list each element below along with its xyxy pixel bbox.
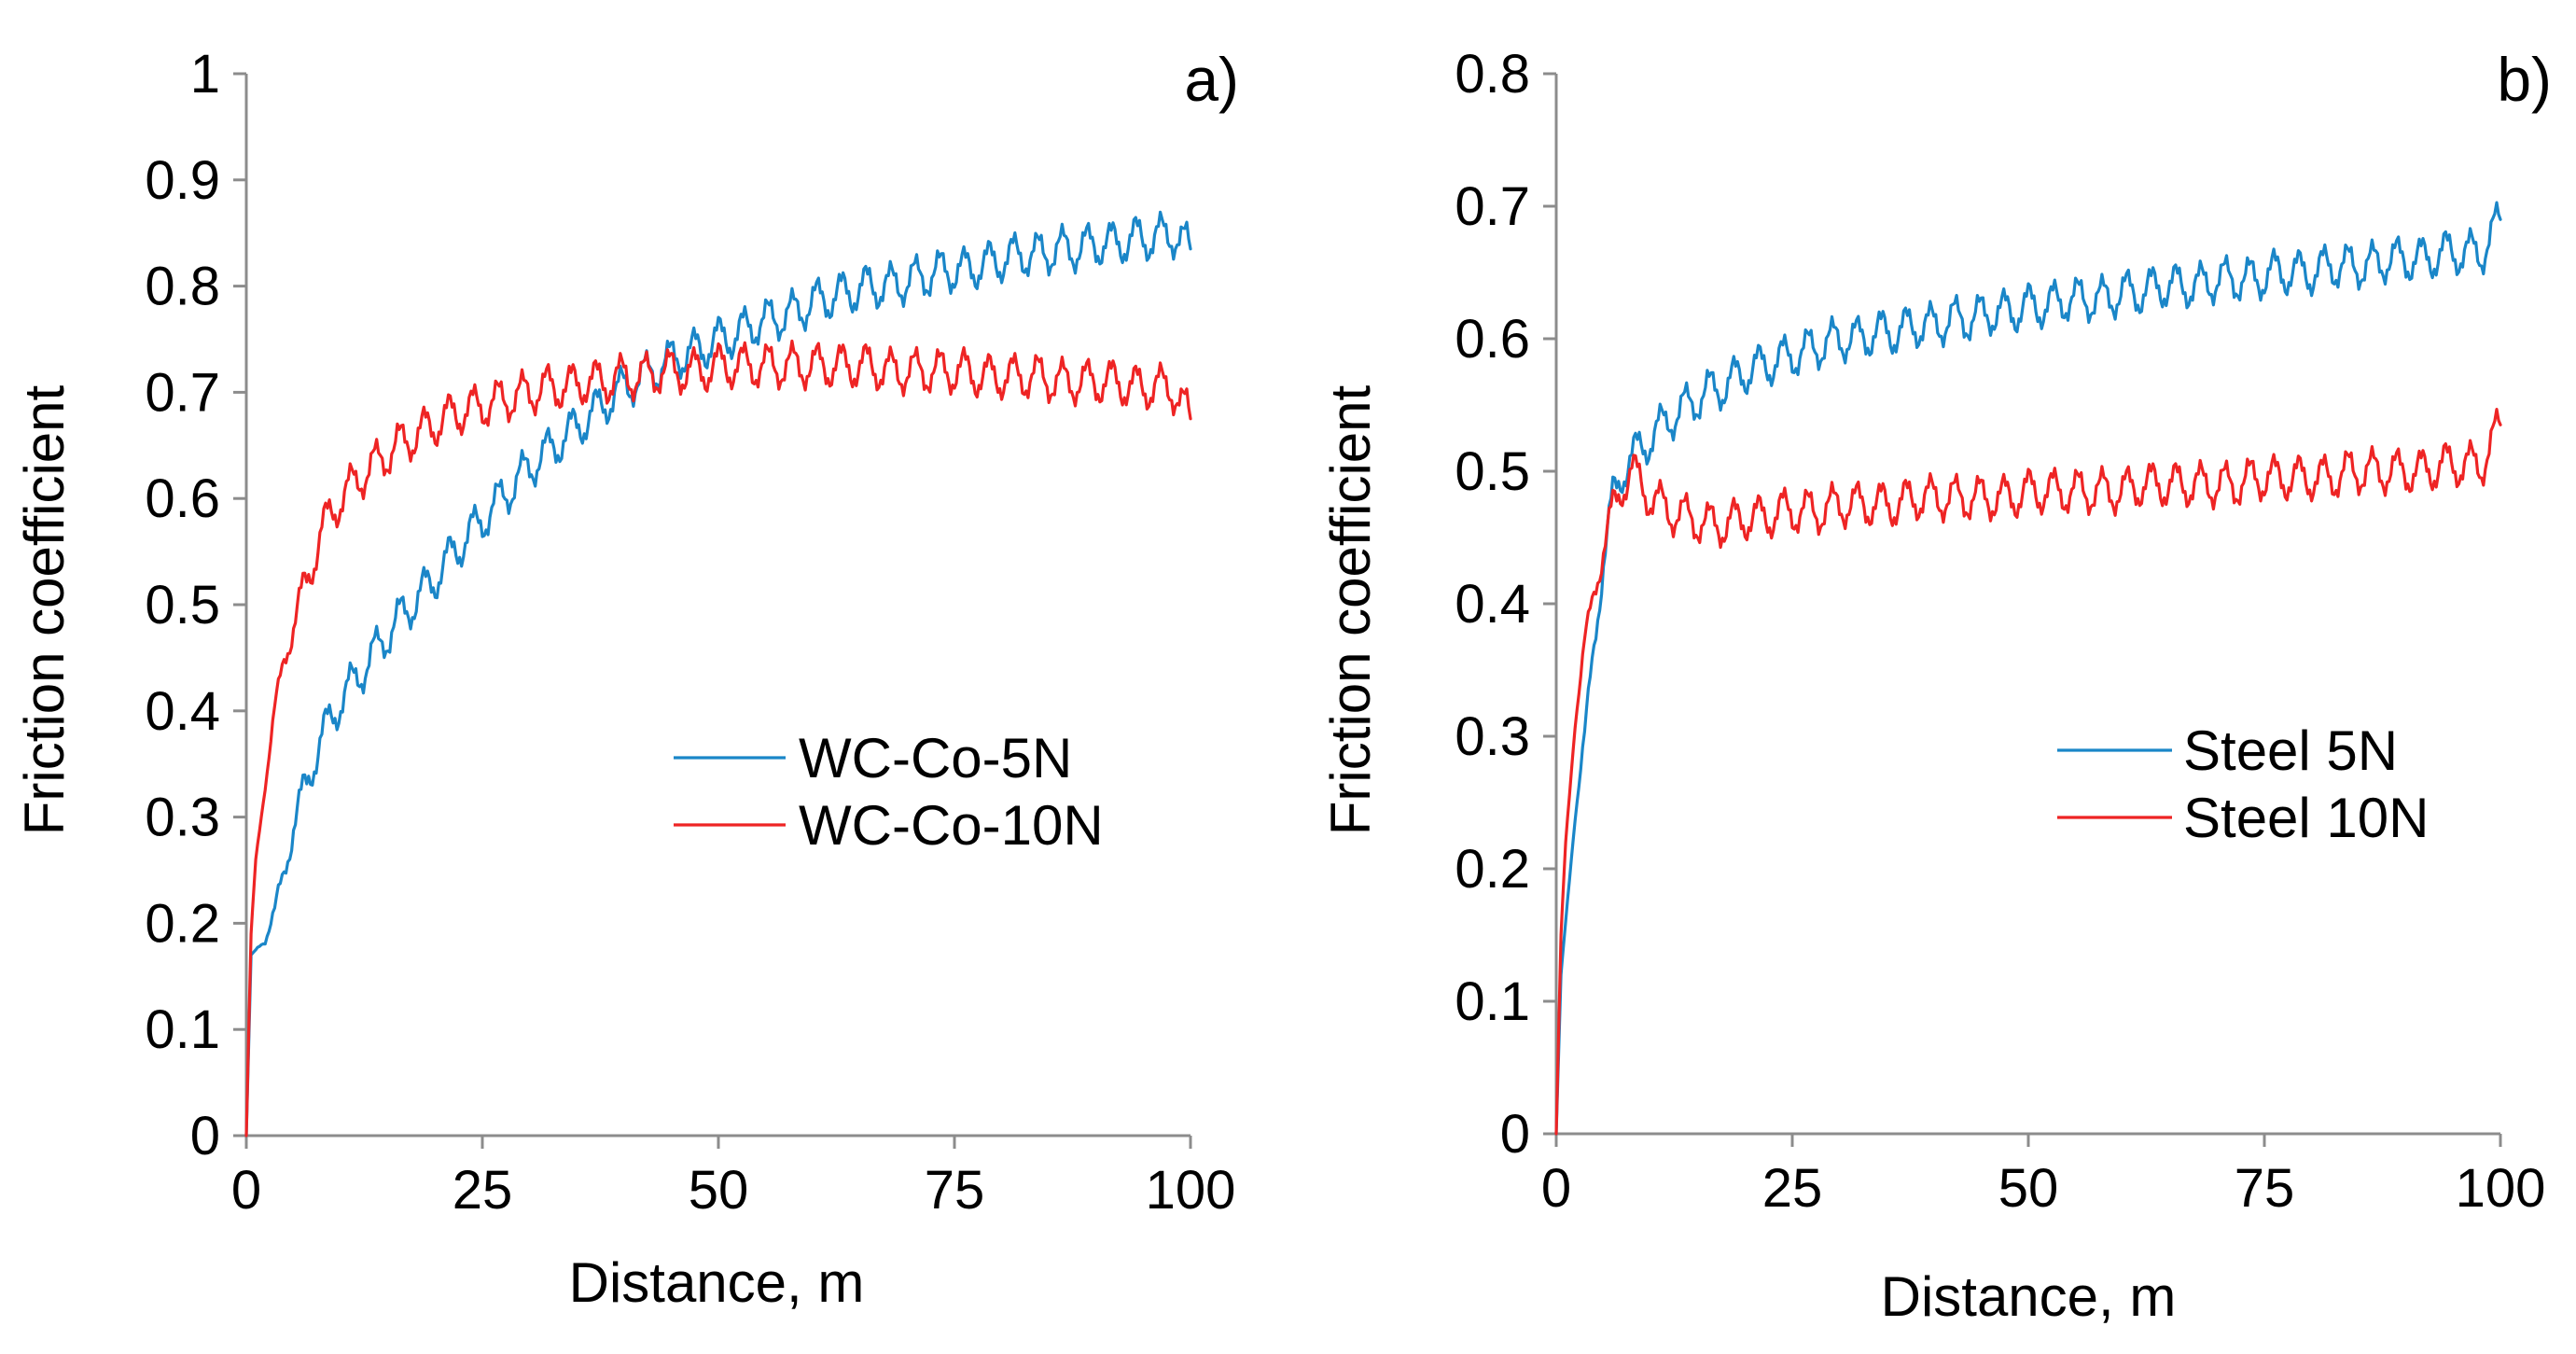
x-tick-label: 50 <box>1998 1158 2059 1219</box>
y-tick-label: 0.3 <box>145 788 220 848</box>
y-tick-label: 0.3 <box>1455 706 1530 767</box>
y-tick-label: 0 <box>1500 1104 1530 1165</box>
x-tick-label: 25 <box>1762 1158 1823 1219</box>
y-tick-label: 0.6 <box>1455 309 1530 370</box>
chart-panel-a: 0 0.1 0.2 0.3 0.4 0.5 0.6 0.7 0.8 0.9 1 0 25 50 75 100 D… <box>13 44 1239 1314</box>
series-line-wc-co-5n <box>244 210 1192 1138</box>
x-tick-label: 75 <box>925 1160 985 1221</box>
y-tick-label: 0.5 <box>1455 441 1530 502</box>
legend-label: Steel 10N <box>2183 787 2430 849</box>
y-tick-label: 1 <box>190 44 220 105</box>
y-tick-label: 0.9 <box>145 150 220 211</box>
series-line-wc-co-10n <box>244 339 1192 1138</box>
y-tick-label: 0 <box>190 1106 220 1166</box>
x-tick-label: 75 <box>2235 1158 2295 1219</box>
x-axis-title: Distance, m <box>1881 1265 2177 1328</box>
panel-label: b) <box>2497 45 2552 114</box>
y-tick-label: 0.2 <box>1455 839 1530 900</box>
legend-label: Steel 5N <box>2183 719 2398 782</box>
y-tick-label: 0.1 <box>1455 971 1530 1032</box>
x-axis-title: Distance, m <box>569 1251 865 1314</box>
x-tick-label: 50 <box>689 1160 749 1221</box>
series-line-steel-10n <box>1554 408 2502 1136</box>
x-tick-label: 100 <box>1146 1160 1236 1221</box>
y-tick-label: 0.4 <box>1455 574 1530 635</box>
panel-label: a) <box>1184 45 1239 114</box>
y-tick-label: 0.4 <box>145 681 220 742</box>
x-tick-label: 0 <box>1541 1158 1571 1219</box>
y-tick-label: 0.2 <box>145 893 220 954</box>
y-tick-label: 0.5 <box>145 575 220 635</box>
y-tick-label: 0.6 <box>145 468 220 529</box>
y-axis-title: Friction coefficient <box>1319 384 1382 835</box>
y-tick-label: 0.8 <box>145 257 220 317</box>
legend-label: WC-Co-10N <box>799 794 1104 857</box>
x-tick-label: 100 <box>2456 1158 2546 1219</box>
x-tick-label: 25 <box>453 1160 513 1221</box>
y-tick-label: 0.7 <box>145 362 220 423</box>
series-line-steel-5n <box>1554 201 2502 1136</box>
chart-panel-b: 0 0.1 0.2 0.3 0.4 0.5 0.6 0.7 0.8 0 25 50 75 100 Dista… <box>1319 44 2552 1328</box>
legend-label: WC-Co-5N <box>799 727 1072 789</box>
y-tick-label: 0.1 <box>145 999 220 1060</box>
x-tick-label: 0 <box>231 1160 261 1221</box>
y-tick-label: 0.8 <box>1455 44 1530 105</box>
y-tick-label: 0.7 <box>1455 176 1530 237</box>
y-axis-title: Friction coefficient <box>13 384 76 835</box>
